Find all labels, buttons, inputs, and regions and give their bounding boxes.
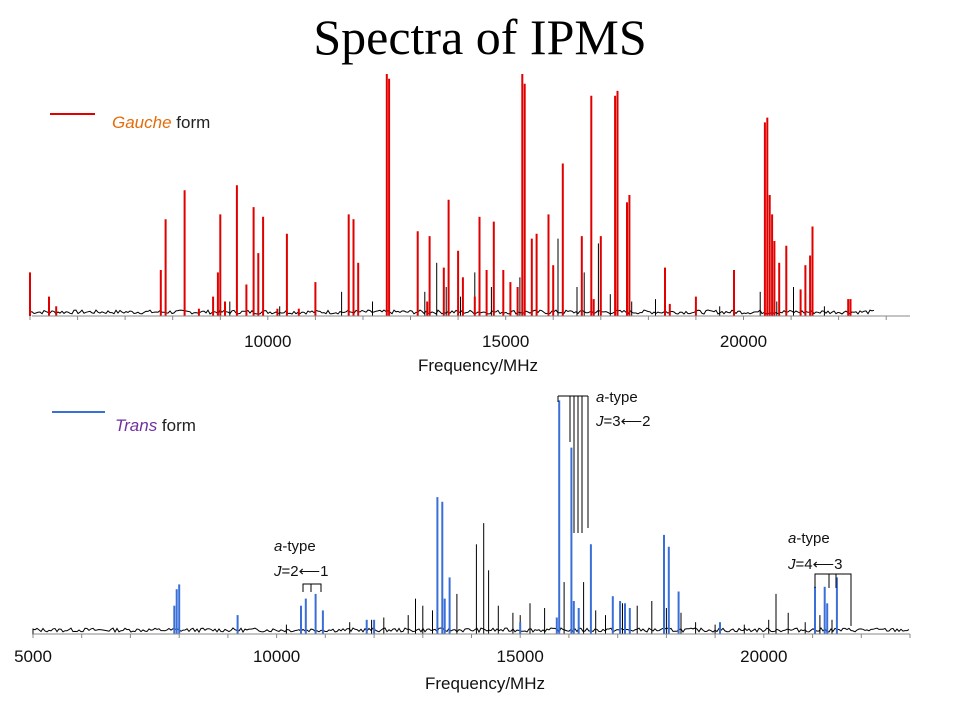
gauche-legend-label: Gauche form bbox=[112, 113, 210, 133]
annotation-j3-2-j: J=3⟵2 bbox=[595, 413, 650, 430]
gauche-legend-italic: Gauche bbox=[112, 113, 172, 132]
bot-tick-label-3: 20000 bbox=[740, 647, 787, 666]
annotation-j4-3-type-text: -type bbox=[796, 530, 829, 547]
gauche-spectrum-panel: 10000 15000 20000 Frequency/MHz bbox=[29, 74, 910, 375]
annotation-j2-1-italic: a bbox=[274, 538, 282, 555]
top-tick-label-1: 15000 bbox=[482, 332, 529, 351]
trans-legend-label: Trans form bbox=[115, 416, 196, 436]
annotation-j2-1-j-text: =2⟵1 bbox=[282, 563, 329, 580]
annotation-j2-1-type: a-type bbox=[274, 538, 316, 555]
annotation-j3-2-type: a-type bbox=[596, 389, 638, 406]
annotation-j4-3-j-italic: J bbox=[787, 556, 796, 573]
annotation-j2-1-j-italic: J bbox=[273, 563, 282, 580]
annotation-j3-2-j-italic: J bbox=[595, 413, 604, 430]
bot-tick-label-0: 5000 bbox=[14, 647, 52, 666]
top-tick-label-2: 20000 bbox=[720, 332, 767, 351]
annotation-j3-2-j-text: =3⟵2 bbox=[604, 413, 651, 430]
trans-spectrum-panel: 5000 10000 15000 20000 Frequency/MHz a-type… bbox=[14, 389, 911, 693]
annotation-j3-2-italic: a bbox=[596, 389, 604, 406]
annotation-j4-3-j: J=4⟵3 bbox=[787, 556, 842, 573]
bottom-x-axis-label: Frequency/MHz bbox=[425, 674, 545, 693]
bot-tick-label-2: 15000 bbox=[497, 647, 544, 666]
page-title: Spectra of IPMS bbox=[313, 9, 647, 65]
top-baseline-noise bbox=[29, 309, 875, 316]
trans-legend-italic: Trans bbox=[115, 416, 158, 435]
annotation-j4-3-j-text: =4⟵3 bbox=[796, 556, 843, 573]
annotation-j2-1-type-text: -type bbox=[282, 538, 315, 555]
annotation-j4-3-type: a-type bbox=[788, 530, 830, 547]
gauche-legend-rest: form bbox=[171, 113, 211, 132]
annotation-bracket-j2-1 bbox=[302, 583, 322, 592]
gauche-legend-line bbox=[50, 113, 95, 115]
bot-tick-label-1: 10000 bbox=[253, 647, 300, 666]
trans-legend-rest: form bbox=[157, 416, 196, 435]
annotation-bracket-j3-2 bbox=[557, 395, 589, 533]
annotation-j4-3-italic: a bbox=[788, 530, 796, 547]
trans-legend-line bbox=[52, 411, 105, 413]
top-x-axis-label: Frequency/MHz bbox=[418, 356, 538, 375]
annotation-bracket-j4-3 bbox=[814, 573, 852, 626]
annotation-j3-2-type-text: -type bbox=[604, 389, 637, 406]
top-tick-label-0: 10000 bbox=[244, 332, 291, 351]
annotation-j2-1-j: J=2⟵1 bbox=[273, 563, 328, 580]
bot-baseline-noise bbox=[32, 627, 910, 634]
